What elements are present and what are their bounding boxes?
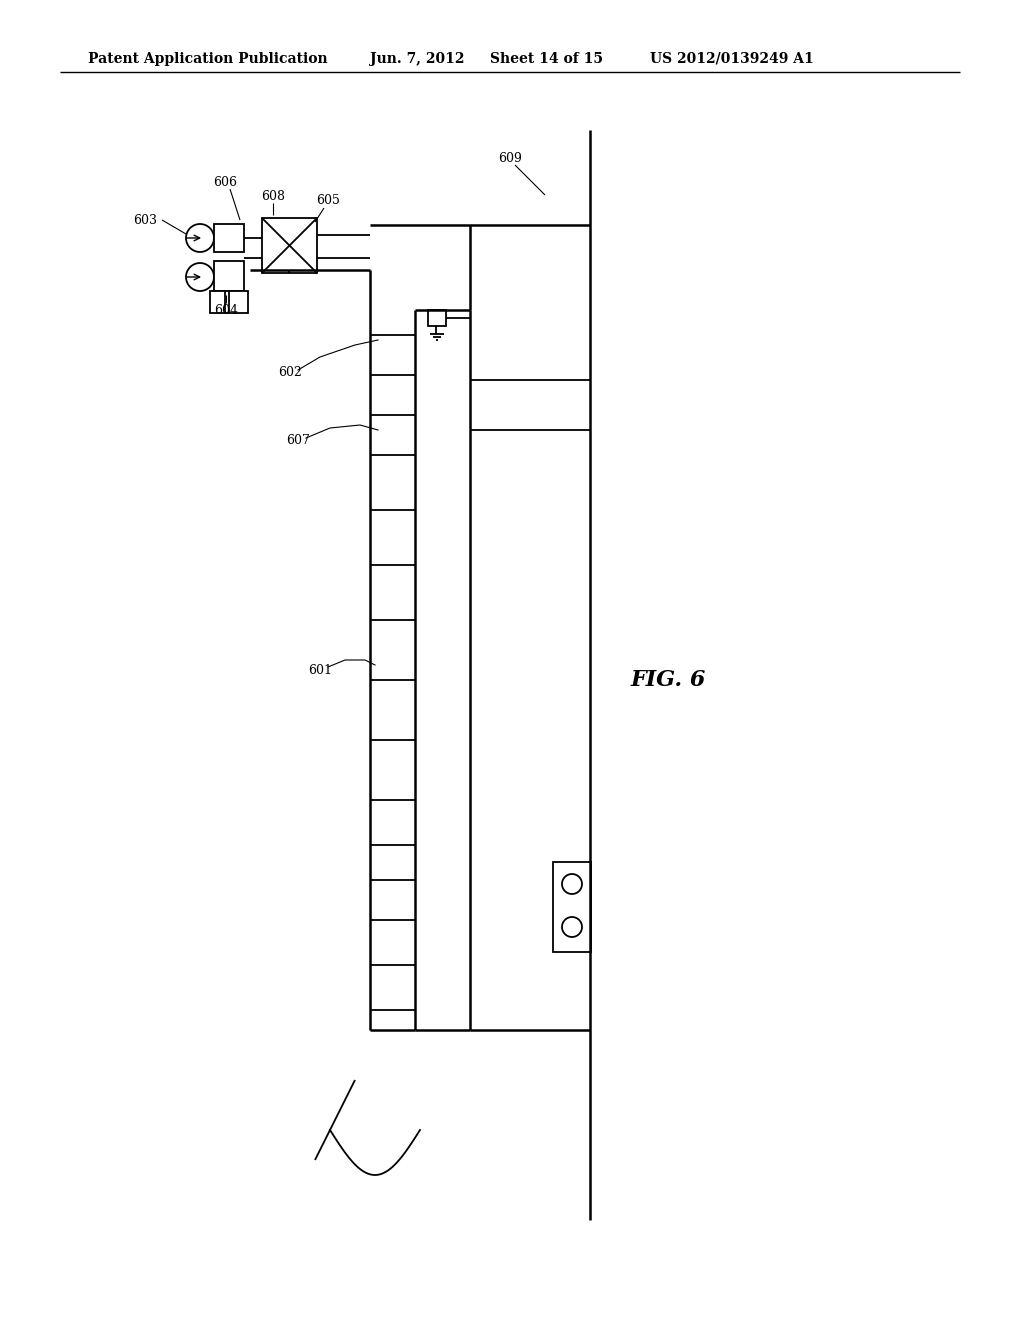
Text: 602: 602 — [279, 366, 302, 379]
Text: Jun. 7, 2012: Jun. 7, 2012 — [370, 51, 465, 66]
Text: 604: 604 — [214, 304, 238, 317]
Circle shape — [186, 224, 214, 252]
Bar — [262, 218, 317, 273]
Text: 606: 606 — [213, 176, 237, 189]
Text: 608: 608 — [261, 190, 285, 202]
Text: 609: 609 — [498, 152, 522, 165]
Text: 601: 601 — [308, 664, 332, 676]
Bar — [428, 310, 446, 326]
Text: US 2012/0139249 A1: US 2012/0139249 A1 — [650, 51, 814, 66]
Circle shape — [562, 874, 582, 894]
Bar — [210, 290, 248, 313]
Text: FIG. 6: FIG. 6 — [631, 669, 706, 690]
Text: Patent Application Publication: Patent Application Publication — [88, 51, 328, 66]
Circle shape — [186, 263, 214, 290]
Bar — [214, 261, 244, 290]
Text: 605: 605 — [316, 194, 340, 206]
Text: 607: 607 — [286, 433, 310, 446]
Text: 603: 603 — [133, 214, 157, 227]
Bar — [214, 224, 244, 252]
Text: Sheet 14 of 15: Sheet 14 of 15 — [490, 51, 603, 66]
Circle shape — [562, 917, 582, 937]
Bar — [553, 862, 591, 952]
